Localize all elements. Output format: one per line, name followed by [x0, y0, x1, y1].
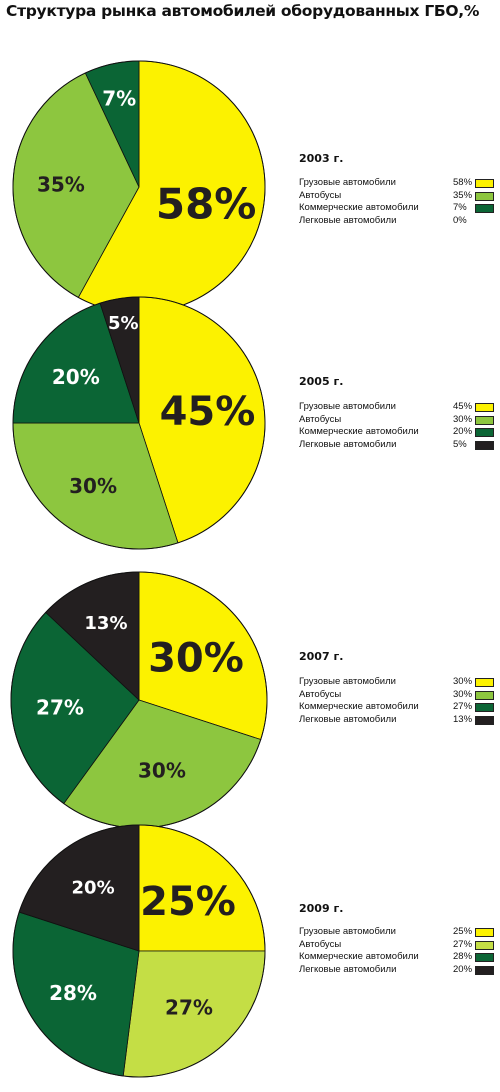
legend-swatch — [475, 415, 494, 425]
slice-value-label: 58% — [156, 180, 257, 229]
pie-outline — [12, 296, 266, 550]
legend-row-kommercheskie: Коммерческие автомобили 7% — [299, 202, 499, 215]
legend-value: 7% — [453, 202, 467, 213]
slice-value-label: 28% — [49, 981, 97, 1005]
legend-swatch — [475, 179, 494, 188]
slice-value-label: 20% — [72, 877, 115, 898]
pie-chart: 30% 30% 27% 13% — [10, 571, 268, 829]
slice-value-label: 25% — [140, 879, 236, 925]
legend-row-avtobusy: Автобусы 35% — [299, 190, 499, 203]
legend-swatch — [475, 953, 494, 962]
legend: Грузовые автомобили 45% Автобусы 30% Коммерч… — [299, 401, 499, 451]
legend-swatch — [475, 940, 494, 950]
legend-row-kommercheskie: Коммерческие автомобили 27% — [299, 701, 499, 714]
legend-value: 20% — [453, 426, 473, 437]
legend-swatch — [475, 965, 494, 975]
legend-row-kommercheskie: Коммерческие автомобили 20% — [299, 426, 499, 439]
legend: Грузовые автомобили 25% Автобусы 27% Коммерч… — [299, 926, 499, 976]
legend-swatch — [475, 928, 494, 937]
legend-label: Грузовые автомобили — [299, 676, 396, 687]
legend-label: Автобусы — [299, 938, 342, 950]
legend-row-avtobusy: Автобусы 30% — [299, 414, 499, 427]
legend-value: 27% — [453, 938, 473, 950]
legend-label: Легковые автомобили — [299, 214, 397, 226]
legend: Грузовые автомобили 58% Автобусы 35% Коммерч… — [299, 177, 499, 227]
legend-value: 28% — [453, 951, 473, 962]
chart-0: 58% 35% 7% 2003 г. Грузовые автомобили 58% Авт… — [0, 30, 500, 354]
legend-value: 58% — [453, 177, 473, 188]
legend-swatch — [475, 204, 494, 213]
legend-value: 30% — [453, 676, 473, 687]
legend-swatch — [475, 440, 494, 450]
page-title: Структура рынка автомобилей оборудованны… — [6, 2, 480, 20]
legend-value: 35% — [453, 189, 473, 201]
slice-value-label: 30% — [69, 474, 117, 498]
year-label: 2009 г. — [299, 902, 344, 915]
slice-value-label: 7% — [102, 86, 136, 110]
legend-value: 27% — [453, 701, 473, 712]
legend-row-gruzovye: Грузовые автомобили 25% — [299, 926, 499, 939]
legend-label: Автобусы — [299, 189, 342, 201]
legend-label: Автобусы — [299, 413, 342, 425]
legend-value: 30% — [453, 688, 473, 700]
legend-label: Коммерческие автомобили — [299, 426, 419, 437]
slice-value-label: 30% — [138, 759, 186, 783]
legend-value: 5% — [453, 438, 467, 450]
year-label: 2005 г. — [299, 375, 344, 388]
legend-label: Коммерческие автомобили — [299, 951, 419, 962]
legend-value: 13% — [453, 713, 473, 725]
year-label: 2003 г. — [299, 152, 344, 165]
legend-label: Легковые автомобили — [299, 963, 397, 975]
pie-chart: 25% 27% 28% 20% — [12, 824, 266, 1078]
legend-value: 25% — [453, 926, 473, 937]
chart-1: 45% 30% 20% 5% 2005 г. Грузовые автомобили 45%… — [0, 295, 500, 561]
legend-label: Легковые автомобили — [299, 438, 397, 450]
legend-row-gruzovye: Грузовые автомобили 30% — [299, 676, 499, 689]
legend-label: Коммерческие автомобили — [299, 202, 419, 213]
slice-value-label: 30% — [148, 636, 244, 682]
slice-value-label: 45% — [160, 389, 256, 435]
legend-label: Коммерческие автомобили — [299, 701, 419, 712]
legend-swatch — [475, 715, 494, 725]
legend-row-kommercheskie: Коммерческие автомобили 28% — [299, 951, 499, 964]
legend-row-avtobusy: Автобусы 27% — [299, 939, 499, 952]
slice-value-label: 13% — [84, 613, 127, 634]
legend-swatch — [475, 428, 494, 437]
pie-chart: 45% 30% 20% 5% — [12, 296, 266, 550]
pie-chart: 58% 35% 7% — [12, 60, 266, 314]
legend-row-legkovye: Легковые автомобили 20% — [299, 964, 499, 977]
legend-label: Грузовые автомобили — [299, 177, 396, 188]
legend-row-legkovye: Легковые автомобили 5% — [299, 439, 499, 452]
slice-value-label: 35% — [37, 173, 85, 197]
legend-label: Грузовые автомобили — [299, 926, 396, 937]
legend-label: Легковые автомобили — [299, 713, 397, 725]
legend-row-legkovye: Легковые автомобили 0% — [299, 215, 499, 228]
legend-value: 30% — [453, 413, 473, 425]
slice-value-label: 20% — [52, 365, 100, 389]
legend-swatch — [475, 191, 494, 201]
legend-row-avtobusy: Автобусы 30% — [299, 689, 499, 702]
legend-swatch — [475, 678, 494, 687]
legend-row-gruzovye: Грузовые автомобили 45% — [299, 401, 499, 414]
legend-label: Грузовые автомобили — [299, 401, 396, 412]
legend-value: 0% — [453, 214, 467, 226]
slice-value-label: 5% — [108, 313, 139, 334]
chart-3: 25% 27% 28% 20% 2009 г. Грузовые автомобили 25… — [0, 820, 500, 1092]
legend-row-legkovye: Легковые автомобили 13% — [299, 714, 499, 727]
legend-label: Автобусы — [299, 688, 342, 700]
year-label: 2007 г. — [299, 650, 344, 663]
legend-value: 45% — [453, 401, 473, 412]
legend-swatch — [475, 690, 494, 700]
slice-value-label: 27% — [165, 996, 213, 1020]
legend-swatch — [475, 703, 494, 712]
legend-value: 20% — [453, 963, 473, 975]
slice-value-label: 27% — [36, 695, 84, 719]
legend: Грузовые автомобили 30% Автобусы 30% Коммерч… — [299, 676, 499, 726]
legend-row-gruzovye: Грузовые автомобили 58% — [299, 177, 499, 190]
chart-2: 30% 30% 27% 13% 2007 г. Грузовые автомобили 30… — [0, 558, 500, 852]
legend-swatch — [475, 403, 494, 412]
